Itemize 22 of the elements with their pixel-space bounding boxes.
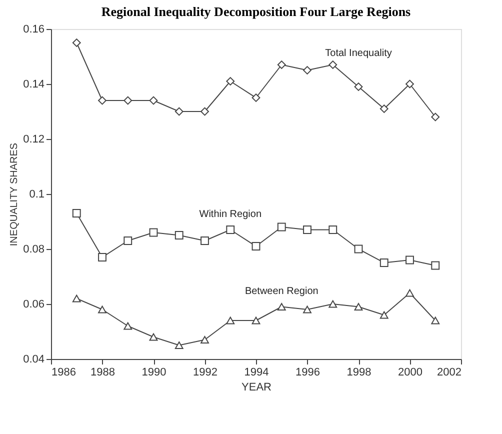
x-tick-label: 1996 [296, 366, 320, 378]
x-tick-label: 1986 [52, 366, 76, 378]
y-tick-label: 0.04 [23, 354, 44, 366]
x-tick-label: 1994 [244, 366, 269, 378]
x-tick-label: 2000 [398, 366, 422, 378]
series-label: Within Region [199, 208, 262, 220]
x-tick-label: 1992 [193, 366, 218, 378]
y-tick-label: 0.08 [23, 244, 44, 256]
series-label: Between Region [244, 286, 318, 297]
x-axis-title: YEAR [242, 382, 272, 394]
x-tick-label: 1988 [90, 366, 115, 378]
y-tick-label: 0.14 [23, 78, 44, 90]
y-tick-label: 0.16 [23, 24, 44, 36]
y-tick-label: 0.12 [23, 134, 44, 146]
chart-title: Regional Inequality Decomposition Four Large Regions [101, 4, 411, 19]
y-tick-label: 0.06 [23, 298, 44, 310]
series-label: Total Inequality [325, 48, 392, 59]
x-tick-label: 1990 [142, 366, 166, 378]
x-tick-label: 2002 [437, 366, 462, 378]
y-tick-label: 0.1 [29, 188, 44, 200]
x-tick-label: 1998 [346, 366, 372, 378]
y-axis-title: INEQUALITY SHARES [9, 142, 20, 246]
